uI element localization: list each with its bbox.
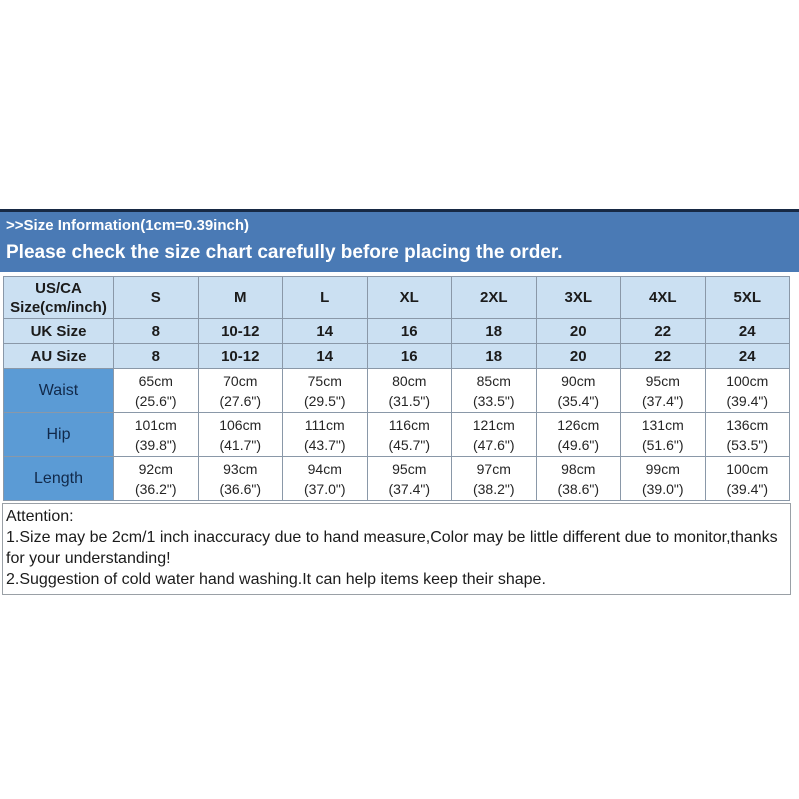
length-value: 94cm (37.0") (282, 456, 368, 501)
size-header-row: US/CA Size(cm/inch) S M L XL 2XL 3XL 4XL… (3, 276, 790, 319)
uk-size-label: UK Size (3, 318, 114, 344)
hip-value: 126cm (49.6") (535, 412, 621, 457)
banner-title: >>Size Information(1cm=0.39inch) (6, 217, 249, 234)
size-table: US/CA Size(cm/inch) S M L XL 2XL 3XL 4XL… (3, 276, 790, 501)
size-col-header-s: S (113, 276, 199, 319)
length-label: Length (3, 456, 114, 501)
waist-value: 65cm (25.6") (113, 368, 199, 413)
size-col-header-3xl: 3XL (535, 276, 621, 319)
uk-size-value: 10-12 (197, 318, 283, 344)
uk-size-row: UK Size 8 10-12 14 16 18 20 22 24 (3, 318, 790, 344)
size-col-header-4xl: 4XL (620, 276, 706, 319)
au-size-value: 24 (704, 343, 790, 369)
uk-size-value: 16 (366, 318, 452, 344)
waist-value: 90cm (35.4") (535, 368, 621, 413)
corner-header-cell: US/CA Size(cm/inch) (3, 276, 114, 319)
au-size-value: 14 (282, 343, 368, 369)
attention-note-2: 2.Suggestion of cold water hand washing.… (6, 571, 546, 588)
size-col-header-l: L (282, 276, 368, 319)
length-value: 98cm (38.6") (535, 456, 621, 501)
waist-row: Waist 65cm (25.6") 70cm (27.6") 75cm (29… (3, 368, 790, 413)
size-col-header-m: M (197, 276, 283, 319)
size-col-header-5xl: 5XL (704, 276, 790, 319)
hip-value: 116cm (45.7") (366, 412, 452, 457)
uk-size-value: 24 (704, 318, 790, 344)
length-value: 93cm (36.6") (197, 456, 283, 501)
uk-size-value: 20 (535, 318, 621, 344)
size-col-header-xl: XL (366, 276, 452, 319)
hip-value: 111cm (43.7") (282, 412, 368, 457)
uk-size-value: 14 (282, 318, 368, 344)
length-row: Length 92cm (36.2") 93cm (36.6") 94cm (3… (3, 456, 790, 501)
uk-size-value: 8 (113, 318, 199, 344)
attention-box: Attention: 1.Size may be 2cm/1 inch inac… (2, 503, 791, 595)
au-size-value: 10-12 (197, 343, 283, 369)
hip-value: 106cm (41.7") (197, 412, 283, 457)
au-size-value: 22 (620, 343, 706, 369)
length-value: 92cm (36.2") (113, 456, 199, 501)
attention-heading: Attention: (6, 508, 74, 525)
length-value: 95cm (37.4") (366, 456, 452, 501)
au-size-row: AU Size 8 10-12 14 16 18 20 22 24 (3, 343, 790, 369)
waist-value: 85cm (33.5") (451, 368, 537, 413)
corner-header-line1: US/CA (35, 279, 82, 297)
length-value: 99cm (39.0") (620, 456, 706, 501)
waist-value: 80cm (31.5") (366, 368, 452, 413)
au-size-label: AU Size (3, 343, 114, 369)
banner-subtitle: Please check the size chart carefully be… (6, 242, 563, 263)
hip-value: 136cm (53.5") (704, 412, 790, 457)
uk-size-value: 18 (451, 318, 537, 344)
hip-label: Hip (3, 412, 114, 457)
hip-row: Hip 101cm (39.8") 106cm (41.7") 111cm (4… (3, 412, 790, 457)
size-col-header-2xl: 2XL (451, 276, 537, 319)
waist-value: 70cm (27.6") (197, 368, 283, 413)
au-size-value: 18 (451, 343, 537, 369)
uk-size-value: 22 (620, 318, 706, 344)
waist-value: 75cm (29.5") (282, 368, 368, 413)
waist-value: 100cm (39.4") (704, 368, 790, 413)
hip-value: 101cm (39.8") (113, 412, 199, 457)
length-value: 97cm (38.2") (451, 456, 537, 501)
hip-value: 121cm (47.6") (451, 412, 537, 457)
waist-label: Waist (3, 368, 114, 413)
length-value: 100cm (39.4") (704, 456, 790, 501)
corner-header-line2: Size(cm/inch) (10, 298, 107, 316)
size-info-banner: >>Size Information(1cm=0.39inch) Please … (0, 209, 799, 272)
au-size-value: 8 (113, 343, 199, 369)
au-size-value: 16 (366, 343, 452, 369)
waist-value: 95cm (37.4") (620, 368, 706, 413)
au-size-value: 20 (535, 343, 621, 369)
hip-value: 131cm (51.6") (620, 412, 706, 457)
attention-note-1: 1.Size may be 2cm/1 inch inaccuracy due … (6, 529, 778, 567)
